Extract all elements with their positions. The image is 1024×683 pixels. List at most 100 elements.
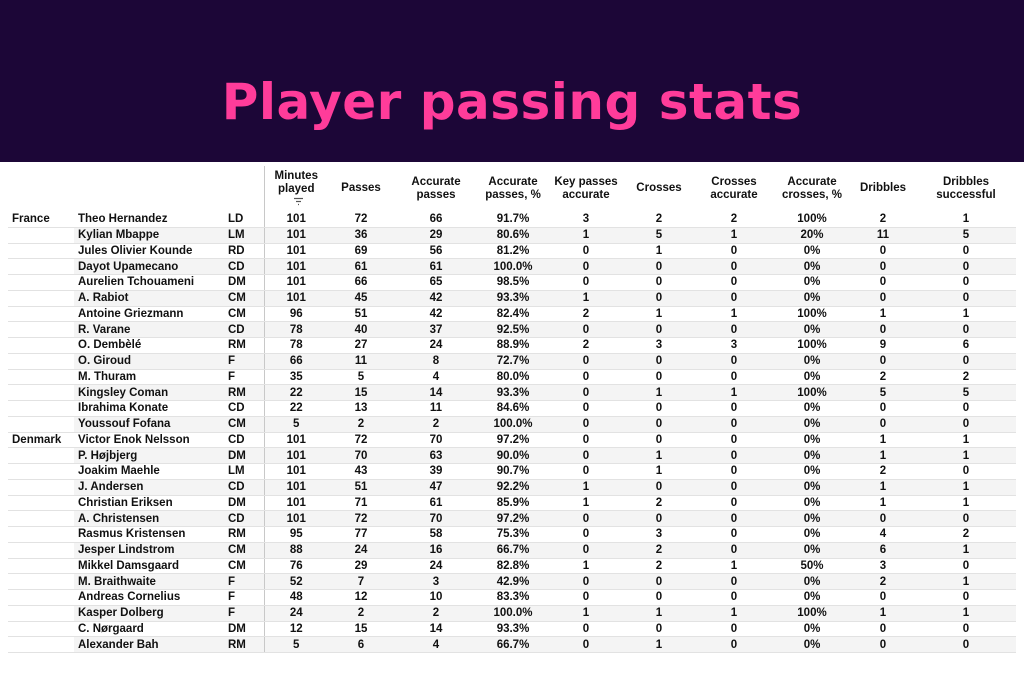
stat-cell: 22 xyxy=(263,400,328,417)
table-row: Dayot Upamecano CD 101 61 61 100.0% 0 0 0 0% 0 0 xyxy=(8,258,1016,275)
stat-cell: 1 xyxy=(916,432,1016,449)
table-row: Christian Eriksen DM 101 71 61 85.9% 1 2 0 0% 1 1 xyxy=(8,495,1016,512)
player-cell: P. Højbjerg xyxy=(74,447,226,464)
player-cell: Kasper Dolberg xyxy=(74,605,226,622)
stat-cell: 3 xyxy=(394,573,478,590)
column-header: Crosses xyxy=(624,166,694,212)
stat-cell: 0 xyxy=(548,384,624,401)
stat-cell: 5 xyxy=(916,227,1016,244)
stat-cell: 66.7% xyxy=(478,542,548,559)
stat-cell: 1 xyxy=(694,558,774,575)
stat-cell: 0% xyxy=(774,243,850,260)
stat-cell: 72 xyxy=(328,212,394,228)
stat-cell: 1 xyxy=(548,605,624,622)
team-cell xyxy=(8,589,74,606)
player-cell: R. Varane xyxy=(74,321,226,338)
stat-cell: 90.7% xyxy=(478,463,548,480)
position-cell: LM xyxy=(226,227,264,244)
stat-cell: 15 xyxy=(328,621,394,638)
stat-cell: 3 xyxy=(624,526,694,543)
stat-cell: 0 xyxy=(624,432,694,449)
stat-cell: 5 xyxy=(328,369,394,386)
team-cell xyxy=(8,274,74,291)
stat-cell: 1 xyxy=(624,447,694,464)
position-cell: CM xyxy=(226,416,264,433)
stat-cell: 0% xyxy=(774,573,850,590)
stat-cell: 39 xyxy=(394,463,478,480)
player-cell: Antoine Griezmann xyxy=(74,306,226,323)
stat-cell: 91.7% xyxy=(478,212,548,228)
stat-cell: 3 xyxy=(850,558,916,575)
stat-cell: 0 xyxy=(916,589,1016,606)
table-row: Youssouf Fofana CM 5 2 2 100.0% 0 0 0 0% 0 0 xyxy=(8,416,1016,433)
stat-cell: 80.6% xyxy=(478,227,548,244)
stat-cell: 93.3% xyxy=(478,290,548,307)
table-row: France Theo Hernandez LD 101 72 66 91.7% 3 2 2 100… xyxy=(8,212,1016,228)
stat-cell: 101 xyxy=(263,432,328,449)
column-header-label: Dribbles xyxy=(859,182,906,195)
position-cell: CD xyxy=(226,479,264,496)
stat-cell: 0 xyxy=(548,636,624,653)
player-cell: Aurelien Tchouameni xyxy=(74,274,226,291)
stat-cell: 0 xyxy=(624,290,694,307)
stat-cell: 1 xyxy=(916,542,1016,559)
page-title: Player passing stats xyxy=(221,73,803,131)
stat-cell: 0 xyxy=(916,290,1016,307)
stat-cell: 0 xyxy=(694,258,774,275)
player-cell: O. Dembèlé xyxy=(74,337,226,354)
stat-cell: 0 xyxy=(694,526,774,543)
stat-cell: 51 xyxy=(328,306,394,323)
stat-cell: 12 xyxy=(328,589,394,606)
stat-cell: 0 xyxy=(694,369,774,386)
stat-cell: 81.2% xyxy=(478,243,548,260)
table-row: Jules Olivier Kounde RD 101 69 56 81.2% 0 1 0 0% 0… xyxy=(8,243,1016,260)
stat-cell: 97.2% xyxy=(478,510,548,527)
position-cell: F xyxy=(226,589,264,606)
column-header-label: Minutes played xyxy=(274,169,318,195)
stat-cell: 2 xyxy=(916,369,1016,386)
stat-cell: 1 xyxy=(916,573,1016,590)
stat-cell: 0 xyxy=(916,510,1016,527)
stat-cell: 1 xyxy=(916,447,1016,464)
stat-cell: 100.0% xyxy=(478,416,548,433)
stat-cell: 70 xyxy=(394,510,478,527)
team-cell xyxy=(8,227,74,244)
stat-cell: 2 xyxy=(850,212,916,228)
stat-cell: 0% xyxy=(774,400,850,417)
column-header[interactable]: Minutes played xyxy=(263,166,328,212)
column-header: Accurate crosses, % xyxy=(774,166,850,212)
stat-cell: 1 xyxy=(694,384,774,401)
stat-cell: 61 xyxy=(394,495,478,512)
stat-cell: 0 xyxy=(694,416,774,433)
stat-cell: 0% xyxy=(774,636,850,653)
stat-cell: 8 xyxy=(394,353,478,370)
stat-cell: 95 xyxy=(263,526,328,543)
stat-cell: 0% xyxy=(774,321,850,338)
position-cell: CD xyxy=(226,321,264,338)
table-row: C. Nørgaard DM 12 15 14 93.3% 0 0 0 0% 0 0 xyxy=(8,621,1016,638)
column-header-label: Accurate crosses, % xyxy=(781,176,843,201)
stat-cell: 0 xyxy=(548,542,624,559)
stat-cell: 77 xyxy=(328,526,394,543)
table-row: R. Varane CD 78 40 37 92.5% 0 0 0 0% 0 0 xyxy=(8,321,1016,338)
position-cell: RD xyxy=(226,243,264,260)
position-cell: CM xyxy=(226,558,264,575)
stat-cell: 1 xyxy=(850,495,916,512)
stat-cell: 0 xyxy=(624,258,694,275)
sort-icon[interactable] xyxy=(294,197,304,206)
table-row: Jesper Lindstrom CM 88 24 16 66.7% 0 2 0 0% 6 1 xyxy=(8,542,1016,559)
stat-cell: 2 xyxy=(850,463,916,480)
stat-cell: 0 xyxy=(850,510,916,527)
stat-cell: 0 xyxy=(850,258,916,275)
table-row: O. Dembèlé RM 78 27 24 88.9% 2 3 3 100% 9 6 xyxy=(8,337,1016,354)
stat-cell: 1 xyxy=(916,479,1016,496)
stat-cell: 0% xyxy=(774,542,850,559)
stat-cell: 1 xyxy=(624,243,694,260)
stat-cell: 5 xyxy=(850,384,916,401)
stat-cell: 0% xyxy=(774,432,850,449)
player-cell: M. Thuram xyxy=(74,369,226,386)
stat-cell: 2 xyxy=(850,369,916,386)
stat-cell: 3 xyxy=(548,212,624,228)
stat-cell: 0 xyxy=(694,274,774,291)
stat-cell: 100% xyxy=(774,605,850,622)
